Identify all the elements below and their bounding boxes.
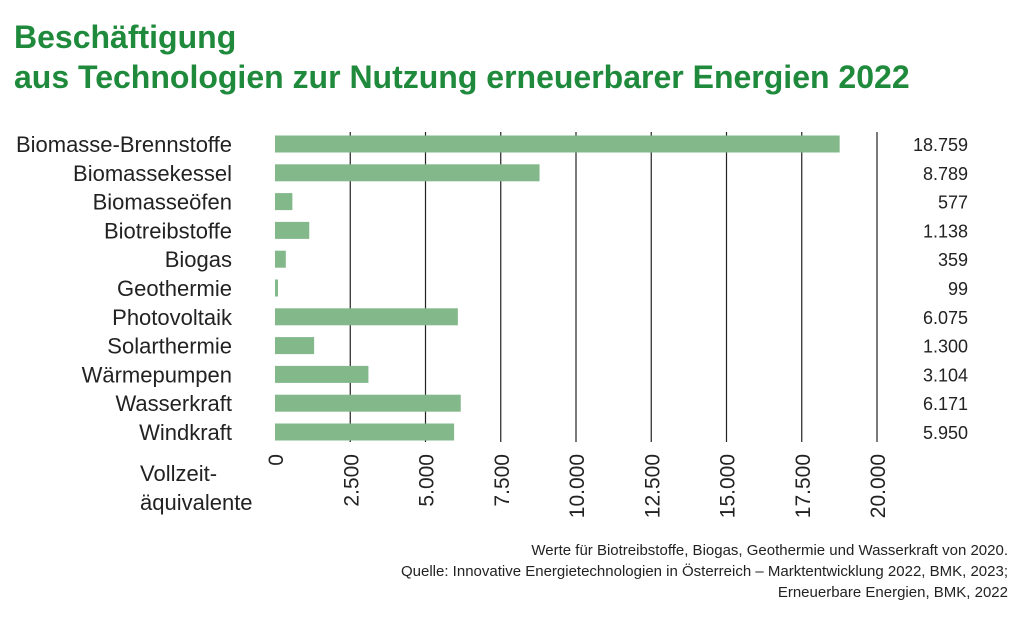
x-tick-label: 10.000 (566, 454, 589, 518)
bar (275, 164, 540, 182)
note-line: Werte für Biotreibstoffe, Biogas, Geothe… (531, 542, 1008, 559)
bar (275, 193, 293, 211)
chart-title-line2: aus Technologien zur Nutzung erneuerbare… (14, 59, 910, 95)
x-tick-label: 15.000 (717, 454, 740, 518)
value-label: 99 (948, 279, 968, 299)
x-tick-label: 2.500 (340, 454, 363, 507)
x-axis-label: Vollzeit- (140, 461, 217, 486)
category-label: Biomassekessel (73, 161, 232, 186)
value-label: 6.075 (923, 308, 968, 328)
bar (275, 365, 369, 383)
x-axis-label: äquivalente (140, 490, 253, 515)
chart-title-line1: Beschäftigung (14, 19, 237, 55)
category-label: Solarthermie (107, 334, 232, 359)
category-label: Biogas (165, 247, 232, 272)
value-label: 1.300 (923, 337, 968, 357)
category-label: Wasserkraft (115, 391, 232, 416)
source-line: Quelle: Innovative Energietechnologien i… (400, 563, 1008, 580)
x-tick-label: 20.000 (867, 454, 890, 518)
category-label: Biomasseöfen (93, 190, 232, 215)
category-label: Biomasse-Brennstoffe (16, 132, 232, 157)
category-label: Windkraft (139, 420, 232, 445)
value-label: 577 (938, 193, 968, 213)
category-label: Biotreibstoffe (104, 218, 232, 243)
bar (275, 394, 461, 412)
value-label: 1.138 (923, 221, 968, 241)
chart-notes: Werte für Biotreibstoffe, Biogas, Geothe… (401, 540, 1008, 603)
x-tick-label: 17.500 (792, 454, 815, 518)
category-label: Geothermie (117, 276, 232, 301)
x-tick-label: 12.500 (641, 454, 664, 518)
value-label: 6.171 (923, 394, 968, 414)
bar (275, 221, 310, 239)
x-tick-label: 0 (265, 454, 288, 466)
bar (275, 337, 315, 355)
value-label: 3.104 (923, 365, 968, 385)
value-label: 8.789 (923, 164, 968, 184)
value-label: 5.950 (923, 423, 968, 443)
category-label: Photovoltaik (112, 305, 233, 330)
category-label: Wärmepumpen (82, 362, 232, 387)
x-tick-label: 5.000 (416, 454, 439, 507)
x-tick-label: 7.500 (491, 454, 514, 507)
bar (275, 423, 455, 441)
bar (275, 250, 286, 268)
bar (275, 135, 840, 153)
source-line: Erneuerbare Energien, BMK, 2022 (777, 584, 1008, 601)
bar (275, 279, 278, 297)
bar (275, 308, 458, 326)
value-label: 18.759 (913, 135, 968, 155)
value-label: 359 (938, 250, 968, 270)
